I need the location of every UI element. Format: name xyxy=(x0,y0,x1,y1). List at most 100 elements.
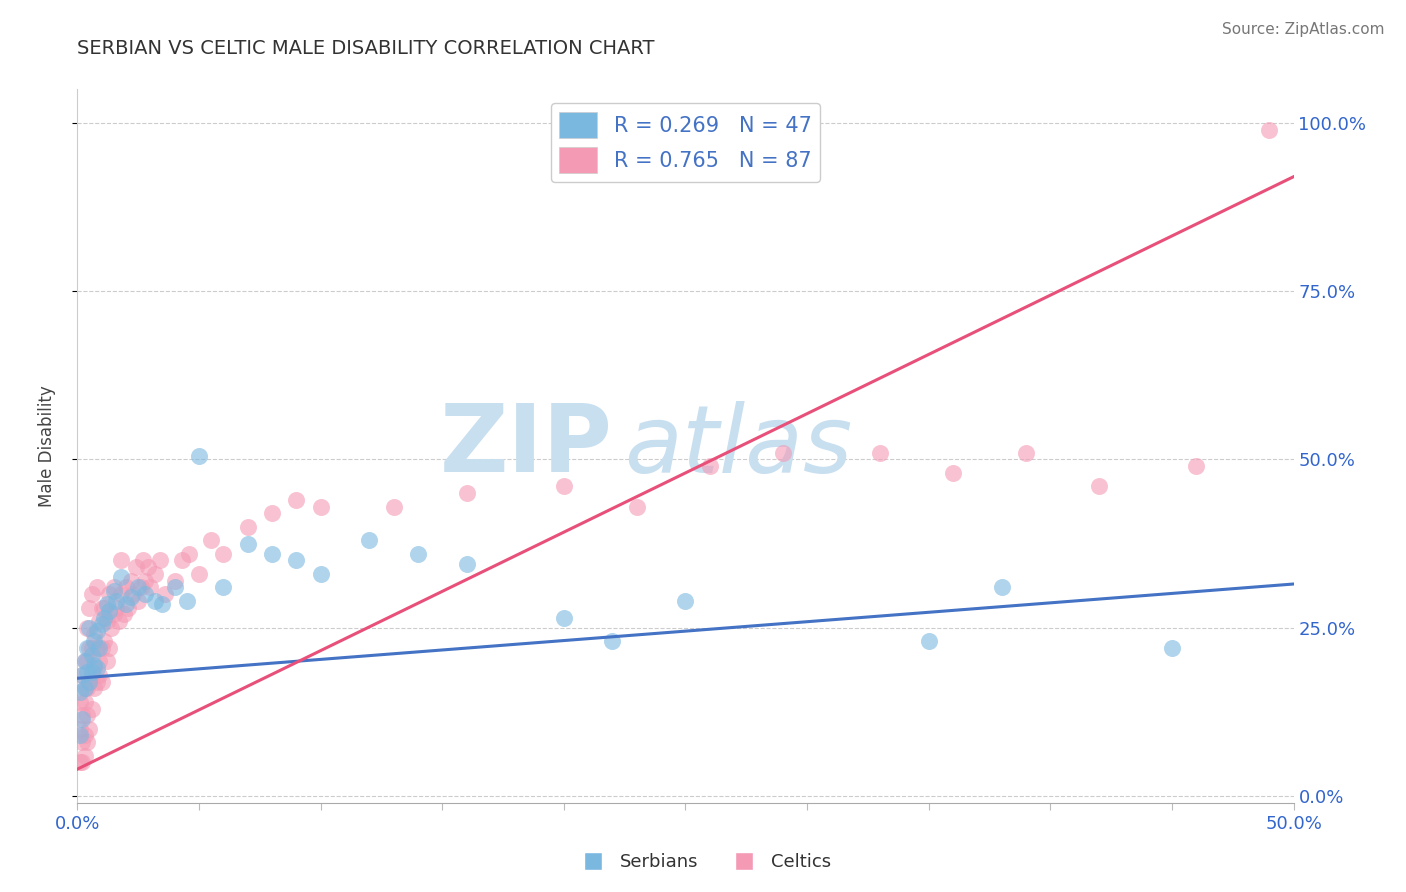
Point xyxy=(97,587,120,601)
Point xyxy=(772,446,794,460)
Point xyxy=(170,553,193,567)
Point xyxy=(97,604,120,618)
Point xyxy=(105,600,128,615)
Point xyxy=(79,640,101,655)
Point xyxy=(200,533,222,548)
Legend: R = 0.269   N = 47, R = 0.765   N = 87: R = 0.269 N = 47, R = 0.765 N = 87 xyxy=(551,103,820,182)
Point xyxy=(69,695,91,709)
Point xyxy=(163,574,186,588)
Point xyxy=(107,614,129,628)
Point xyxy=(153,587,176,601)
Point xyxy=(86,624,108,639)
Point xyxy=(80,587,103,601)
Y-axis label: Male Disability: Male Disability xyxy=(38,385,56,507)
Point xyxy=(76,640,98,655)
Point xyxy=(93,600,115,615)
Point xyxy=(260,547,283,561)
Point xyxy=(89,640,111,655)
Point xyxy=(83,634,105,648)
Point xyxy=(285,553,308,567)
Point xyxy=(79,600,101,615)
Point xyxy=(129,580,152,594)
Point xyxy=(69,722,91,736)
Point xyxy=(80,665,103,679)
Point xyxy=(406,547,429,561)
Point xyxy=(359,533,381,548)
Point xyxy=(163,580,186,594)
Legend: Serbians, Celtics: Serbians, Celtics xyxy=(568,847,838,879)
Point xyxy=(96,614,118,628)
Point xyxy=(675,594,697,608)
Point xyxy=(1088,479,1111,493)
Point xyxy=(134,587,156,601)
Point xyxy=(93,610,115,624)
Point xyxy=(127,594,149,608)
Point xyxy=(73,681,96,696)
Point xyxy=(73,681,96,696)
Point xyxy=(103,607,125,622)
Point xyxy=(942,466,965,480)
Point xyxy=(699,459,721,474)
Point xyxy=(309,566,332,581)
Point xyxy=(80,648,103,662)
Point xyxy=(90,640,112,655)
Point xyxy=(382,500,405,514)
Point xyxy=(76,621,98,635)
Text: Source: ZipAtlas.com: Source: ZipAtlas.com xyxy=(1222,22,1385,37)
Point xyxy=(103,580,125,594)
Point xyxy=(309,500,332,514)
Point xyxy=(110,553,132,567)
Point xyxy=(212,547,235,561)
Point xyxy=(132,553,155,567)
Point xyxy=(1161,640,1184,655)
Point xyxy=(70,668,93,682)
Point xyxy=(188,449,211,463)
Point xyxy=(76,665,98,679)
Point xyxy=(1258,122,1281,136)
Point xyxy=(125,560,148,574)
Point xyxy=(134,574,156,588)
Point xyxy=(73,655,96,669)
Point xyxy=(122,587,145,601)
Point xyxy=(86,640,108,655)
Point xyxy=(89,614,111,628)
Point xyxy=(79,621,101,635)
Text: SERBIAN VS CELTIC MALE DISABILITY CORRELATION CHART: SERBIAN VS CELTIC MALE DISABILITY CORREL… xyxy=(77,39,655,58)
Point xyxy=(79,674,101,689)
Point xyxy=(69,729,91,743)
Point xyxy=(149,553,172,567)
Point xyxy=(236,536,259,550)
Point xyxy=(89,668,111,682)
Point xyxy=(179,547,201,561)
Point xyxy=(83,657,105,672)
Point xyxy=(260,506,283,520)
Point xyxy=(83,627,105,641)
Point xyxy=(73,695,96,709)
Point xyxy=(110,587,132,601)
Point xyxy=(136,560,159,574)
Point xyxy=(456,486,478,500)
Point xyxy=(86,661,108,675)
Point xyxy=(90,617,112,632)
Point xyxy=(103,583,125,598)
Point xyxy=(869,446,891,460)
Point xyxy=(553,610,575,624)
Point xyxy=(93,634,115,648)
Point xyxy=(73,655,96,669)
Point xyxy=(90,600,112,615)
Point xyxy=(139,580,162,594)
Point xyxy=(70,735,93,749)
Point xyxy=(115,580,138,594)
Point xyxy=(110,570,132,584)
Text: ZIP: ZIP xyxy=(440,400,613,492)
Point xyxy=(76,655,98,669)
Point xyxy=(69,756,91,770)
Point xyxy=(70,708,93,723)
Point xyxy=(176,594,198,608)
Point xyxy=(79,674,101,689)
Point xyxy=(83,681,105,696)
Point xyxy=(73,729,96,743)
Point xyxy=(96,655,118,669)
Point xyxy=(1185,459,1208,474)
Point xyxy=(97,640,120,655)
